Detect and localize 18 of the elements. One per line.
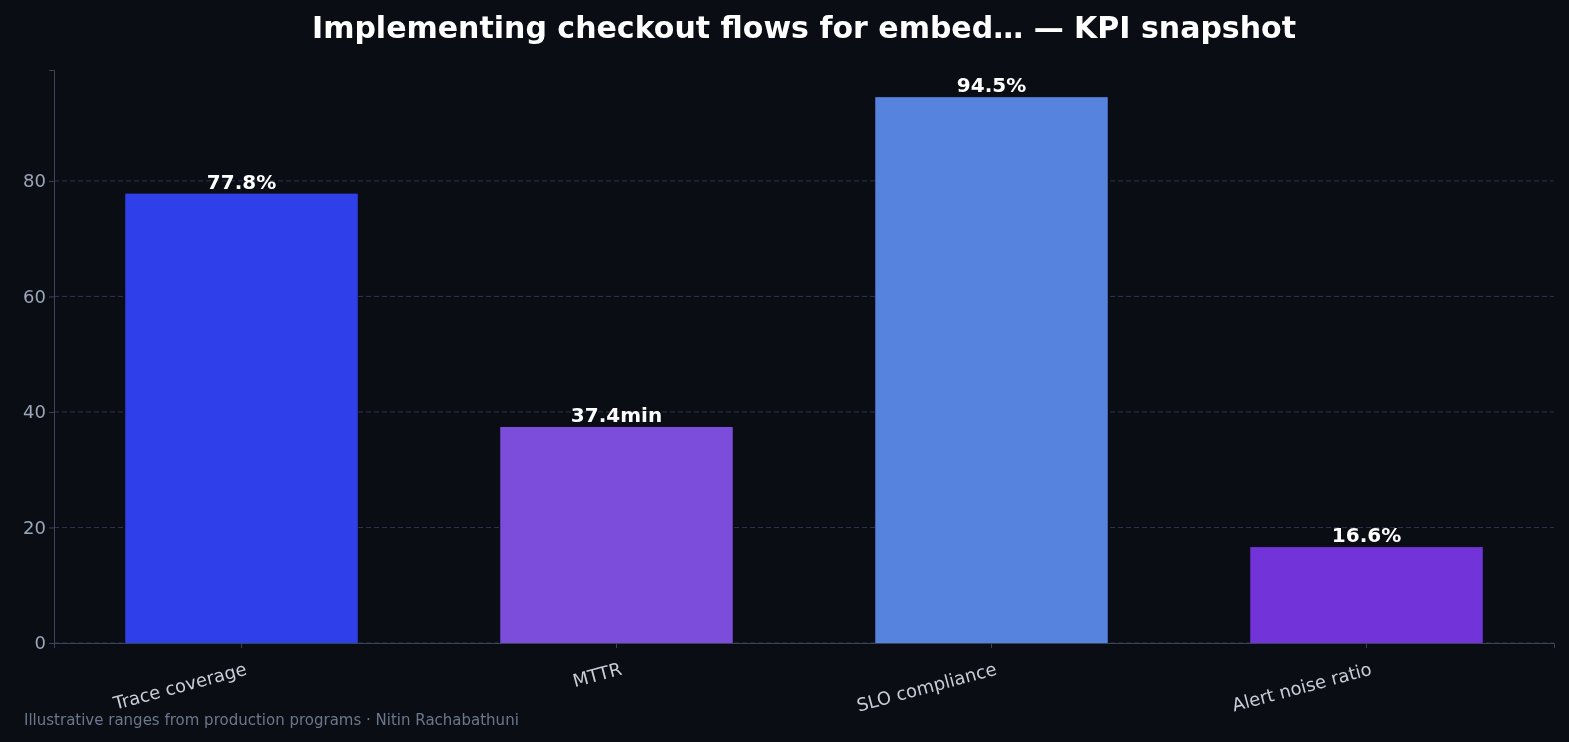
y-tick-label: 0 bbox=[34, 632, 46, 654]
data-label: 16.6% bbox=[1331, 523, 1402, 548]
x-tick-label: Alert noise ratio bbox=[1229, 657, 1374, 716]
chart-title: Implementing checkout flows for embed… — KPI snapshot bbox=[311, 10, 1297, 45]
bar bbox=[125, 193, 358, 643]
bar bbox=[875, 97, 1108, 643]
data-label: 94.5% bbox=[956, 73, 1027, 98]
text: Illustrative ranges from production programs · Nitin Rachabathuni bbox=[24, 711, 519, 729]
bar bbox=[500, 426, 733, 643]
data-label: 77.8% bbox=[206, 169, 277, 194]
x-tick-label: Trace coverage bbox=[110, 657, 249, 714]
y-tick-label: 60 bbox=[23, 285, 46, 307]
y-tick-label: 80 bbox=[23, 170, 46, 192]
y-tick-label: 20 bbox=[23, 516, 46, 538]
data-label: 37.4min bbox=[570, 402, 663, 427]
bar bbox=[1250, 547, 1483, 643]
x-tick-label: MTTR bbox=[570, 657, 624, 692]
y-tick-label: 40 bbox=[23, 401, 46, 423]
